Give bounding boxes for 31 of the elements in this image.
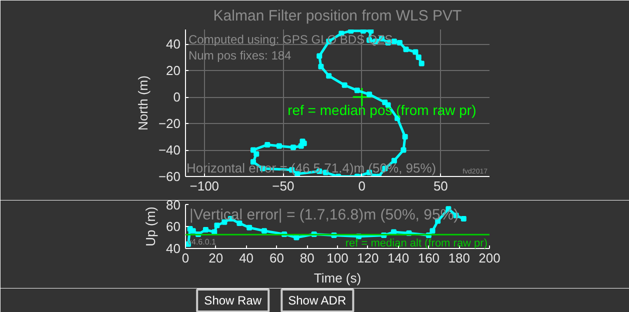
y-tick-label: 0 <box>173 90 181 105</box>
x-tick-label: 180 <box>448 250 470 266</box>
text: Show ADR <box>288 294 346 308</box>
y-axis-title: Up (m) <box>143 206 158 246</box>
x-tick-label: 200 <box>478 250 500 266</box>
y-tick-label: −40 <box>158 142 181 158</box>
x-tick-label: 140 <box>387 250 410 266</box>
y-tick-label: −20 <box>158 116 181 132</box>
x-tick-label: 20 <box>208 250 224 266</box>
x-tick-label: 120 <box>357 250 379 266</box>
x-tick-label: −50 <box>272 178 294 194</box>
x-tick-label: 80 <box>300 250 314 266</box>
y-tick-label: −60 <box>158 169 181 184</box>
x-tick-label: 100 <box>326 250 348 266</box>
y-tick-label: 20 <box>166 63 181 78</box>
y-tick-label: 60 <box>166 219 181 234</box>
y-tick-label: 40 <box>166 241 181 256</box>
x-tick-label: 60 <box>269 250 284 266</box>
text: Show Raw <box>204 294 262 308</box>
x-axis-title: Time (s) <box>314 270 362 286</box>
y-tick-label: 80 <box>166 198 181 212</box>
x-tick-label: 40 <box>239 250 254 266</box>
x-tick-label: −100 <box>190 178 220 194</box>
annotation: Num pos fixes: 184 <box>188 48 292 62</box>
y-axis-title: North (m) <box>135 76 150 130</box>
y-tick-label: 40 <box>166 36 181 52</box>
chart-title: Kalman Filter position from WLS PVT <box>213 8 462 24</box>
x-tick-label: 50 <box>433 178 448 194</box>
x-tick-label: 160 <box>418 250 440 266</box>
x-tick-label: 0 <box>358 178 366 194</box>
annotation: ref = median pos (from raw pr) <box>288 102 476 118</box>
